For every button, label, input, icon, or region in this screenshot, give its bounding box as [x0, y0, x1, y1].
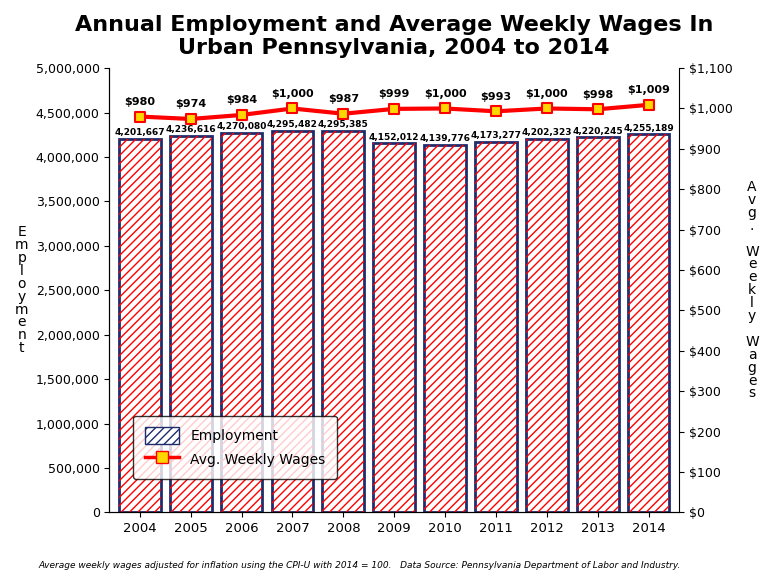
Bar — [577, 138, 618, 512]
Text: 4,201,667: 4,201,667 — [115, 128, 165, 138]
Text: $998: $998 — [582, 89, 613, 100]
Point — [286, 104, 299, 113]
Point — [490, 107, 502, 116]
Text: $1,009: $1,009 — [627, 85, 670, 95]
Text: $999: $999 — [378, 89, 410, 99]
Point — [388, 104, 400, 113]
Bar — [119, 139, 161, 512]
Text: 4,202,323: 4,202,323 — [522, 128, 572, 138]
Bar — [628, 134, 670, 512]
Bar — [628, 134, 670, 512]
Text: 4,152,012: 4,152,012 — [369, 133, 420, 142]
Point — [337, 109, 350, 118]
Y-axis label: A
v
g
.
 
W
e
e
k
l
y
 
W
a
g
e
s: A v g . W e e k l y W a g e s — [745, 180, 759, 401]
Text: $980: $980 — [125, 97, 156, 107]
Point — [540, 104, 553, 113]
Point — [642, 100, 655, 109]
Text: $1,000: $1,000 — [271, 89, 313, 99]
Bar — [272, 131, 313, 512]
Text: $993: $993 — [481, 92, 512, 101]
Title: Annual Employment and Average Weekly Wages In
Urban Pennsylvania, 2004 to 2014: Annual Employment and Average Weekly Wag… — [75, 15, 714, 58]
Text: 4,173,277: 4,173,277 — [471, 131, 522, 140]
Bar — [119, 139, 161, 512]
Text: 4,220,245: 4,220,245 — [573, 127, 623, 136]
Bar — [170, 136, 211, 512]
Bar — [526, 139, 567, 512]
Bar — [424, 144, 466, 512]
Text: 4,255,189: 4,255,189 — [623, 124, 674, 133]
Bar — [170, 136, 211, 512]
Point — [235, 111, 248, 120]
Bar — [221, 133, 262, 512]
Bar — [373, 143, 415, 512]
Bar — [526, 139, 567, 512]
Text: 4,295,385: 4,295,385 — [318, 120, 368, 129]
Bar — [475, 142, 517, 512]
Text: $974: $974 — [175, 99, 207, 109]
Text: Average weekly wages adjusted for inflation using the CPI-U with 2014 = 100.   D: Average weekly wages adjusted for inflat… — [39, 561, 681, 570]
Text: 4,139,776: 4,139,776 — [420, 134, 471, 143]
Bar — [475, 142, 517, 512]
Text: 4,236,616: 4,236,616 — [166, 125, 216, 134]
Text: 4,295,482: 4,295,482 — [267, 120, 318, 129]
Point — [591, 105, 604, 114]
Point — [439, 104, 451, 113]
Text: $987: $987 — [328, 94, 359, 104]
Text: 4,270,080: 4,270,080 — [217, 123, 267, 131]
Point — [134, 112, 146, 121]
Bar — [373, 143, 415, 512]
Text: $984: $984 — [226, 95, 257, 105]
Point — [184, 115, 197, 124]
Bar — [323, 131, 365, 512]
Text: $1,000: $1,000 — [424, 89, 467, 99]
Legend: Employment, Avg. Weekly Wages: Employment, Avg. Weekly Wages — [133, 415, 337, 479]
Bar — [577, 138, 618, 512]
Text: $1,000: $1,000 — [526, 89, 568, 99]
Bar — [323, 131, 365, 512]
Y-axis label: E
m
p
l
o
y
m
e
n
t: E m p l o y m e n t — [15, 225, 29, 355]
Bar — [221, 133, 262, 512]
Bar — [424, 144, 466, 512]
Bar — [272, 131, 313, 512]
